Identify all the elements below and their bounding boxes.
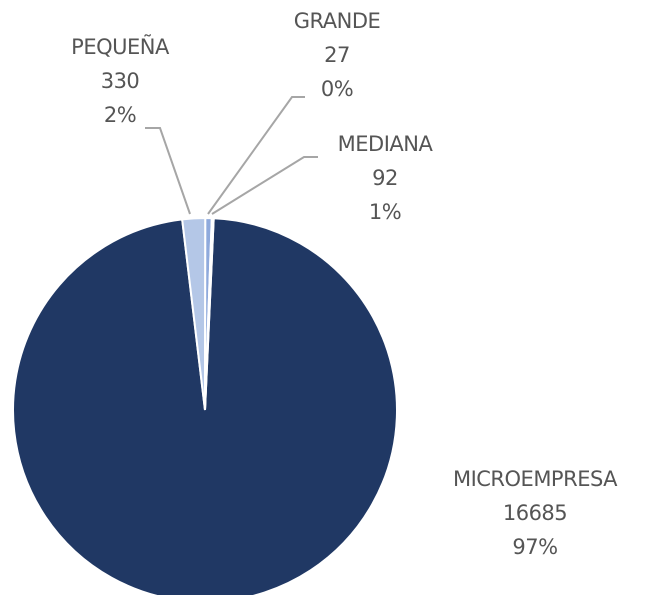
value-label: 16685	[503, 501, 567, 525]
pie-slice	[204, 217, 215, 411]
category-label: GRANDE	[294, 9, 381, 33]
leader-line	[211, 156, 318, 215]
category-label: PEQUEÑA	[71, 33, 170, 59]
leader-line	[145, 127, 191, 215]
percent-label: 0%	[321, 77, 353, 101]
leader-line	[207, 96, 305, 215]
value-label: 92	[372, 166, 398, 190]
percent-label: 97%	[512, 535, 557, 559]
percent-label: 1%	[369, 200, 401, 224]
value-label: 330	[101, 69, 140, 93]
category-label: MEDIANA	[338, 132, 434, 156]
pie-slice	[12, 217, 398, 595]
percent-label: 2%	[104, 103, 136, 127]
value-label: 27	[324, 43, 350, 67]
category-label: MICROEMPRESA	[453, 467, 618, 491]
